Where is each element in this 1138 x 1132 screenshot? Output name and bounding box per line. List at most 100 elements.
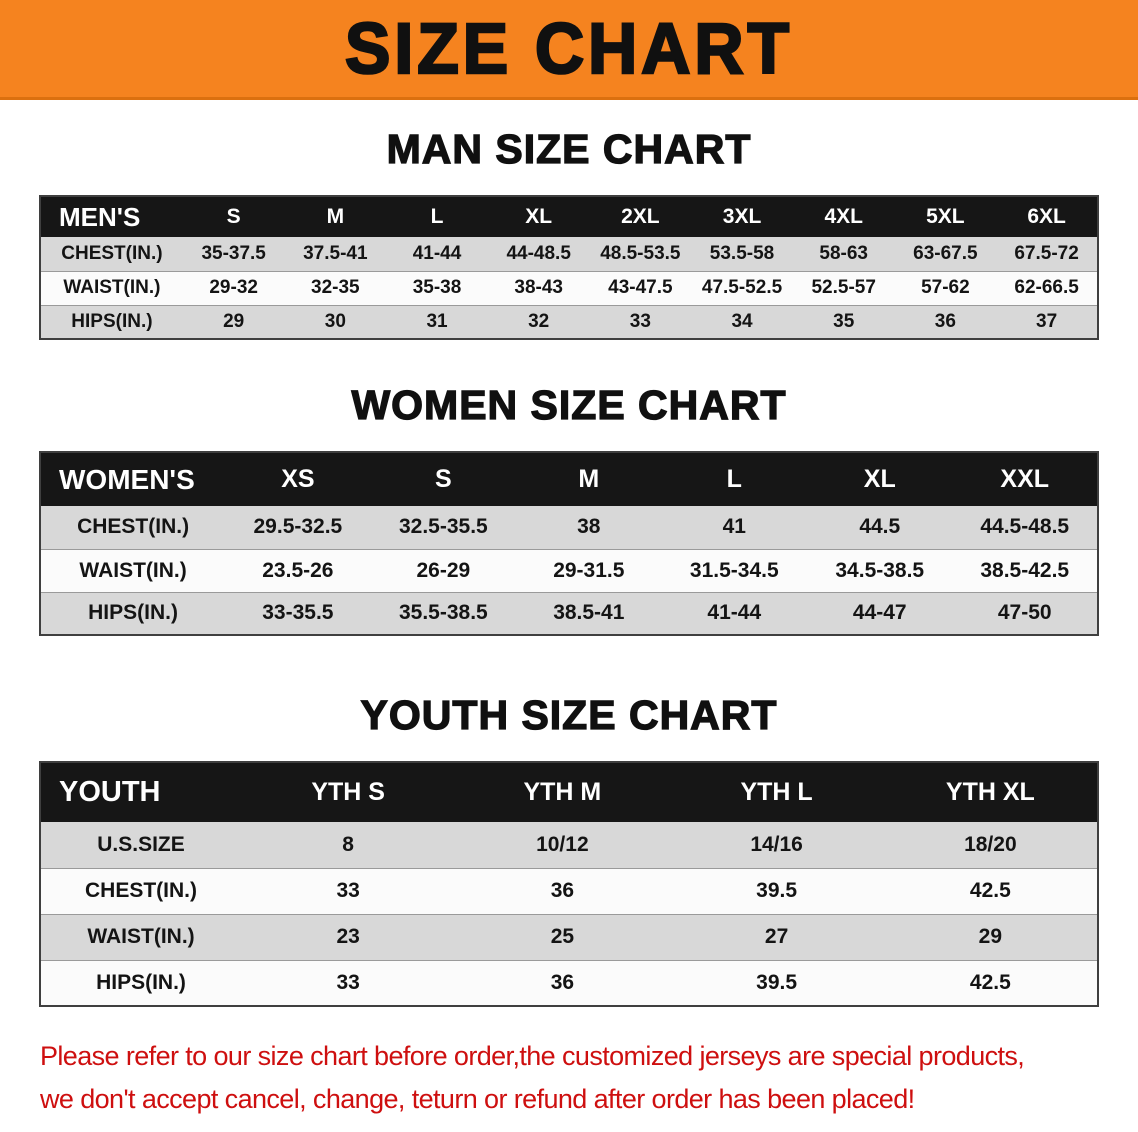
- table-title-cell: WOMEN'S: [59, 463, 195, 495]
- value-cell: 29-32: [209, 277, 258, 298]
- size-header-cell: YTH M: [523, 778, 602, 806]
- footer-note-line1: Please refer to our size chart before or…: [40, 1041, 1025, 1071]
- value-cell: 35.5-38.5: [398, 601, 488, 625]
- value-cell: 53.5-58: [709, 242, 775, 264]
- value-cell: 34.5-38.5: [835, 558, 925, 582]
- table-header-row: WOMEN'S XS S M L XL XXL: [40, 452, 1098, 506]
- value-cell: 26-29: [416, 558, 471, 582]
- women-size-table: WOMEN'S XS S M L XL XXL CHEST(IN.) 29.5-32.5 32.5…: [39, 451, 1099, 636]
- table-title-cell: YOUTH: [59, 776, 161, 808]
- table-row: CHEST(IN.) 35-37.5 37.5-41 41-44 44-48.5 48.5…: [40, 237, 1098, 271]
- value-cell: 38.5-42.5: [980, 558, 1070, 582]
- value-cell: 18/20: [964, 832, 1017, 856]
- value-cell: 63-67.5: [913, 242, 978, 264]
- value-cell: 29-31.5: [553, 558, 625, 582]
- size-chart-banner: SIZE CHART: [0, 0, 1138, 100]
- value-cell: 41-44: [707, 601, 762, 625]
- value-cell: 38: [577, 515, 601, 539]
- value-cell: 8: [342, 832, 354, 856]
- table-header-row: MEN'S S M L XL 2XL 3XL 4XL 5XL 6XL: [40, 196, 1098, 237]
- men-size-table: MEN'S S M L XL 2XL 3XL 4XL 5XL 6XL CHEST(IN.) 35-37…: [39, 195, 1099, 340]
- row-label-cell: HIPS(IN.): [96, 970, 186, 994]
- page-title: SIZE CHART: [344, 8, 793, 89]
- row-label-cell: CHEST(IN.): [85, 879, 197, 902]
- value-cell: 44.5: [859, 515, 901, 539]
- value-cell: 42.5: [969, 970, 1011, 994]
- value-cell: 44-47: [852, 601, 907, 625]
- size-header-cell: 6XL: [1027, 205, 1066, 228]
- row-label-cell: CHEST(IN.): [61, 242, 163, 264]
- value-cell: 33: [336, 879, 360, 902]
- table-header-row: YOUTH YTH S YTH M YTH L YTH XL: [40, 762, 1098, 822]
- value-cell: 48.5-53.5: [600, 242, 681, 264]
- size-header-cell: XL: [525, 205, 553, 228]
- value-cell: 62-66.5: [1014, 277, 1079, 298]
- value-cell: 27: [764, 925, 789, 948]
- table-title-cell: MEN'S: [59, 201, 141, 232]
- value-cell: 47.5-52.5: [701, 277, 783, 298]
- value-cell: 37.5-41: [303, 242, 368, 264]
- table-row: WAIST(IN.) 23.5-26 26-29 29-31.5 31.5-34.5 34…: [40, 549, 1098, 592]
- size-header-cell: YTH XL: [945, 778, 1035, 806]
- value-cell: 43-47.5: [608, 277, 673, 298]
- footer-note: Please refer to our size chart before or…: [40, 1035, 1118, 1121]
- row-label-cell: CHEST(IN.): [77, 515, 190, 539]
- size-header-cell: YTH S: [311, 778, 385, 806]
- size-header-cell: L: [430, 205, 444, 228]
- value-cell: 41: [722, 515, 746, 539]
- value-cell: 30: [324, 310, 346, 332]
- youth-table-wrap: YOUTH YTH S YTH M YTH L YTH XL U.S.SIZE 8 10/12…: [39, 761, 1099, 1007]
- value-cell: 23: [336, 925, 360, 948]
- table-row: WAIST(IN.) 23 25 27 29: [40, 914, 1098, 960]
- value-cell: 39.5: [756, 970, 798, 994]
- size-header-cell: S: [435, 465, 452, 493]
- value-cell: 29.5-32.5: [253, 515, 343, 539]
- value-cell: 36: [550, 879, 575, 902]
- value-cell: 44-48.5: [506, 242, 571, 264]
- size-header-cell: XL: [863, 465, 896, 493]
- size-header-cell: M: [326, 205, 345, 228]
- size-header-cell: XS: [281, 465, 315, 493]
- section-men: MAN SIZE CHART MEN'S S M L XL 2XL 3XL 4XL 5XL 6XL…: [0, 125, 1138, 340]
- table-row: HIPS(IN.) 33-35.5 35.5-38.5 38.5-41 41-44 44-…: [40, 592, 1098, 635]
- size-header-cell: 2XL: [621, 205, 660, 228]
- value-cell: 33-35.5: [262, 601, 334, 625]
- value-cell: 32-35: [311, 277, 360, 298]
- youth-size-table: YOUTH YTH S YTH M YTH L YTH XL U.S.SIZE 8 10/12…: [39, 761, 1099, 1007]
- value-cell: 36: [934, 310, 956, 332]
- size-header-cell: XXL: [1000, 465, 1050, 493]
- value-cell: 23.5-26: [262, 558, 334, 582]
- youth-section-heading: YOUTH SIZE CHART: [360, 691, 778, 738]
- row-label-cell: WAIST(IN.): [63, 277, 161, 298]
- table-row: CHEST(IN.) 29.5-32.5 32.5-35.5 38 41 44.5 44.5…: [40, 506, 1098, 549]
- section-women: WOMEN SIZE CHART WOMEN'S XS S M L XL XXL CHEST(…: [0, 381, 1138, 636]
- row-label-cell: WAIST(IN.): [87, 925, 195, 948]
- value-cell: 57-62: [921, 277, 970, 298]
- women-table-wrap: WOMEN'S XS S M L XL XXL CHEST(IN.) 29.5-32.5 32.5…: [39, 451, 1099, 636]
- size-header-cell: S: [226, 205, 241, 228]
- value-cell: 32.5-35.5: [398, 515, 488, 539]
- value-cell: 31: [426, 310, 448, 332]
- value-cell: 32: [528, 310, 550, 332]
- value-cell: 33: [629, 310, 651, 332]
- men-table-wrap: MEN'S S M L XL 2XL 3XL 4XL 5XL 6XL CHEST(IN.) 35-37…: [39, 195, 1099, 340]
- value-cell: 34: [731, 310, 753, 332]
- value-cell: 29: [978, 925, 1003, 948]
- value-cell: 58-63: [819, 242, 868, 264]
- value-cell: 33: [336, 970, 360, 994]
- section-youth: YOUTH SIZE CHART YOUTH YTH S YTH M YTH L YTH…: [0, 691, 1138, 1007]
- footer-note-line2: we don't accept cancel, change, teturn o…: [40, 1084, 915, 1115]
- value-cell: 35-38: [412, 277, 462, 298]
- table-row: HIPS(IN.) 33 36 39.5 42.5: [40, 960, 1098, 1006]
- row-label-cell: U.S.SIZE: [97, 832, 185, 856]
- value-cell: 31.5-34.5: [689, 558, 779, 582]
- size-header-cell: L: [726, 465, 742, 493]
- value-cell: 38.5-41: [553, 601, 625, 625]
- size-header-cell: 5XL: [926, 205, 965, 228]
- size-header-cell: 4XL: [824, 205, 863, 228]
- value-cell: 52.5-57: [811, 277, 876, 298]
- value-cell: 37: [1036, 310, 1058, 332]
- value-cell: 41-44: [412, 242, 462, 264]
- value-cell: 42.5: [969, 879, 1011, 902]
